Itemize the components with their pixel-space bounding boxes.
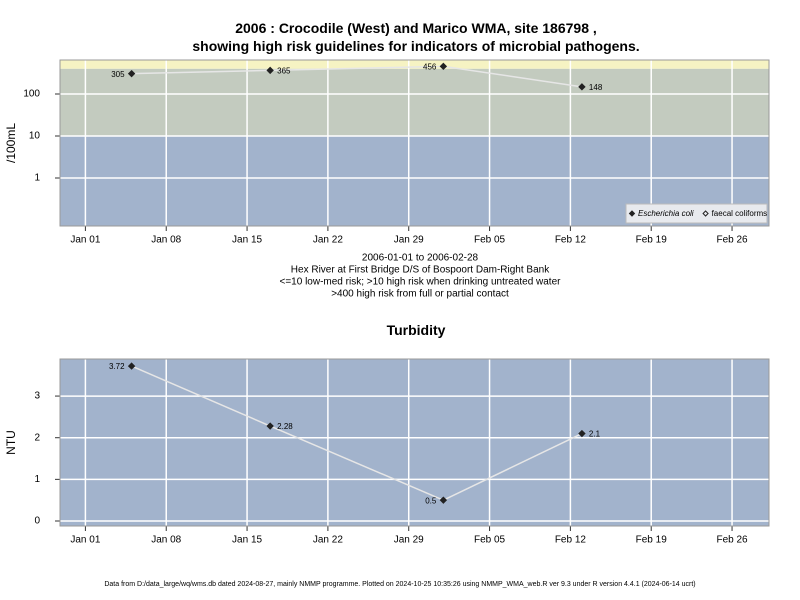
data-point [578, 83, 586, 91]
x-tick-label: Jan 08 [151, 535, 181, 546]
data-label: 3.72 [109, 362, 125, 371]
chart-note: <=10 low-med risk; >10 high risk when dr… [280, 277, 562, 288]
plot-frame [59, 59, 770, 227]
title-line: 2006 : Crocodile (West) and Marico WMA, … [235, 20, 597, 36]
legend-label: Escherichia coli [638, 209, 694, 218]
chart-title: Turbidity [387, 322, 446, 338]
x-tick-label: Jan 15 [232, 235, 262, 246]
y-tick-label: 1 [34, 173, 40, 184]
data-label: 148 [589, 83, 603, 92]
y-tick-label: 0 [34, 516, 40, 527]
y-axis-label: NTU [4, 430, 18, 455]
data-label: 0.5 [425, 496, 437, 505]
x-tick-label: Feb 05 [474, 535, 506, 546]
chart-note: >400 high risk from full or partial cont… [331, 289, 509, 300]
title-line: Turbidity [387, 322, 446, 338]
data-label: 365 [277, 66, 291, 75]
x-tick-label: Feb 19 [636, 235, 668, 246]
data-label: 305 [111, 70, 125, 79]
y-tick-label: 100 [23, 89, 40, 100]
chart-title: 2006 : Crocodile (West) and Marico WMA, … [192, 20, 639, 54]
chart-note: 2006-01-01 to 2006-02-28 [362, 253, 479, 264]
x-tick-label: Jan 29 [394, 235, 424, 246]
data-point [127, 362, 136, 370]
x-tick-label: Jan 15 [232, 535, 262, 546]
title-line: showing high risk guidelines for indicat… [192, 38, 639, 54]
x-tick-label: Jan 29 [394, 535, 424, 546]
y-tick-label: 3 [34, 391, 40, 402]
x-tick-label: Jan 01 [70, 535, 100, 546]
data-point [127, 69, 136, 78]
x-tick-label: Jan 22 [313, 235, 343, 246]
plot-frame [59, 358, 770, 527]
x-tick-label: Jan 01 [70, 235, 100, 246]
series-line [131, 365, 583, 502]
data-point [578, 429, 586, 438]
y-tick-label: 1 [34, 474, 40, 485]
data-label: 2.28 [277, 422, 293, 431]
legend-marker [702, 210, 709, 217]
data-point [439, 496, 448, 504]
risk-band [60, 60, 769, 69]
chart-note: Hex River at First Bridge D/S of Bospoor… [291, 265, 550, 276]
x-tick-label: Feb 26 [716, 535, 748, 546]
data-label: 2.1 [589, 430, 601, 439]
data-point [439, 62, 448, 71]
legend-box [625, 203, 768, 224]
x-tick-label: Feb 26 [716, 235, 748, 246]
x-tick-label: Jan 08 [151, 235, 181, 246]
footer: Data from D:/data_large/wq/wms.db dated … [104, 581, 695, 588]
x-tick-label: Jan 22 [313, 535, 343, 546]
x-tick-label: Feb 12 [555, 235, 587, 246]
legend-marker [628, 210, 636, 217]
y-axis-label: /100mL [4, 123, 18, 163]
x-tick-label: Feb 12 [555, 535, 587, 546]
series-line [131, 65, 583, 88]
data-label: 456 [423, 62, 437, 71]
y-tick-label: 2 [34, 432, 40, 443]
data-point [266, 422, 274, 430]
x-tick-label: Feb 05 [474, 235, 506, 246]
x-tick-label: Feb 19 [636, 535, 668, 546]
data-point [266, 66, 274, 75]
y-tick-label: 10 [29, 131, 41, 142]
legend-label: faecal coliforms [712, 209, 768, 218]
